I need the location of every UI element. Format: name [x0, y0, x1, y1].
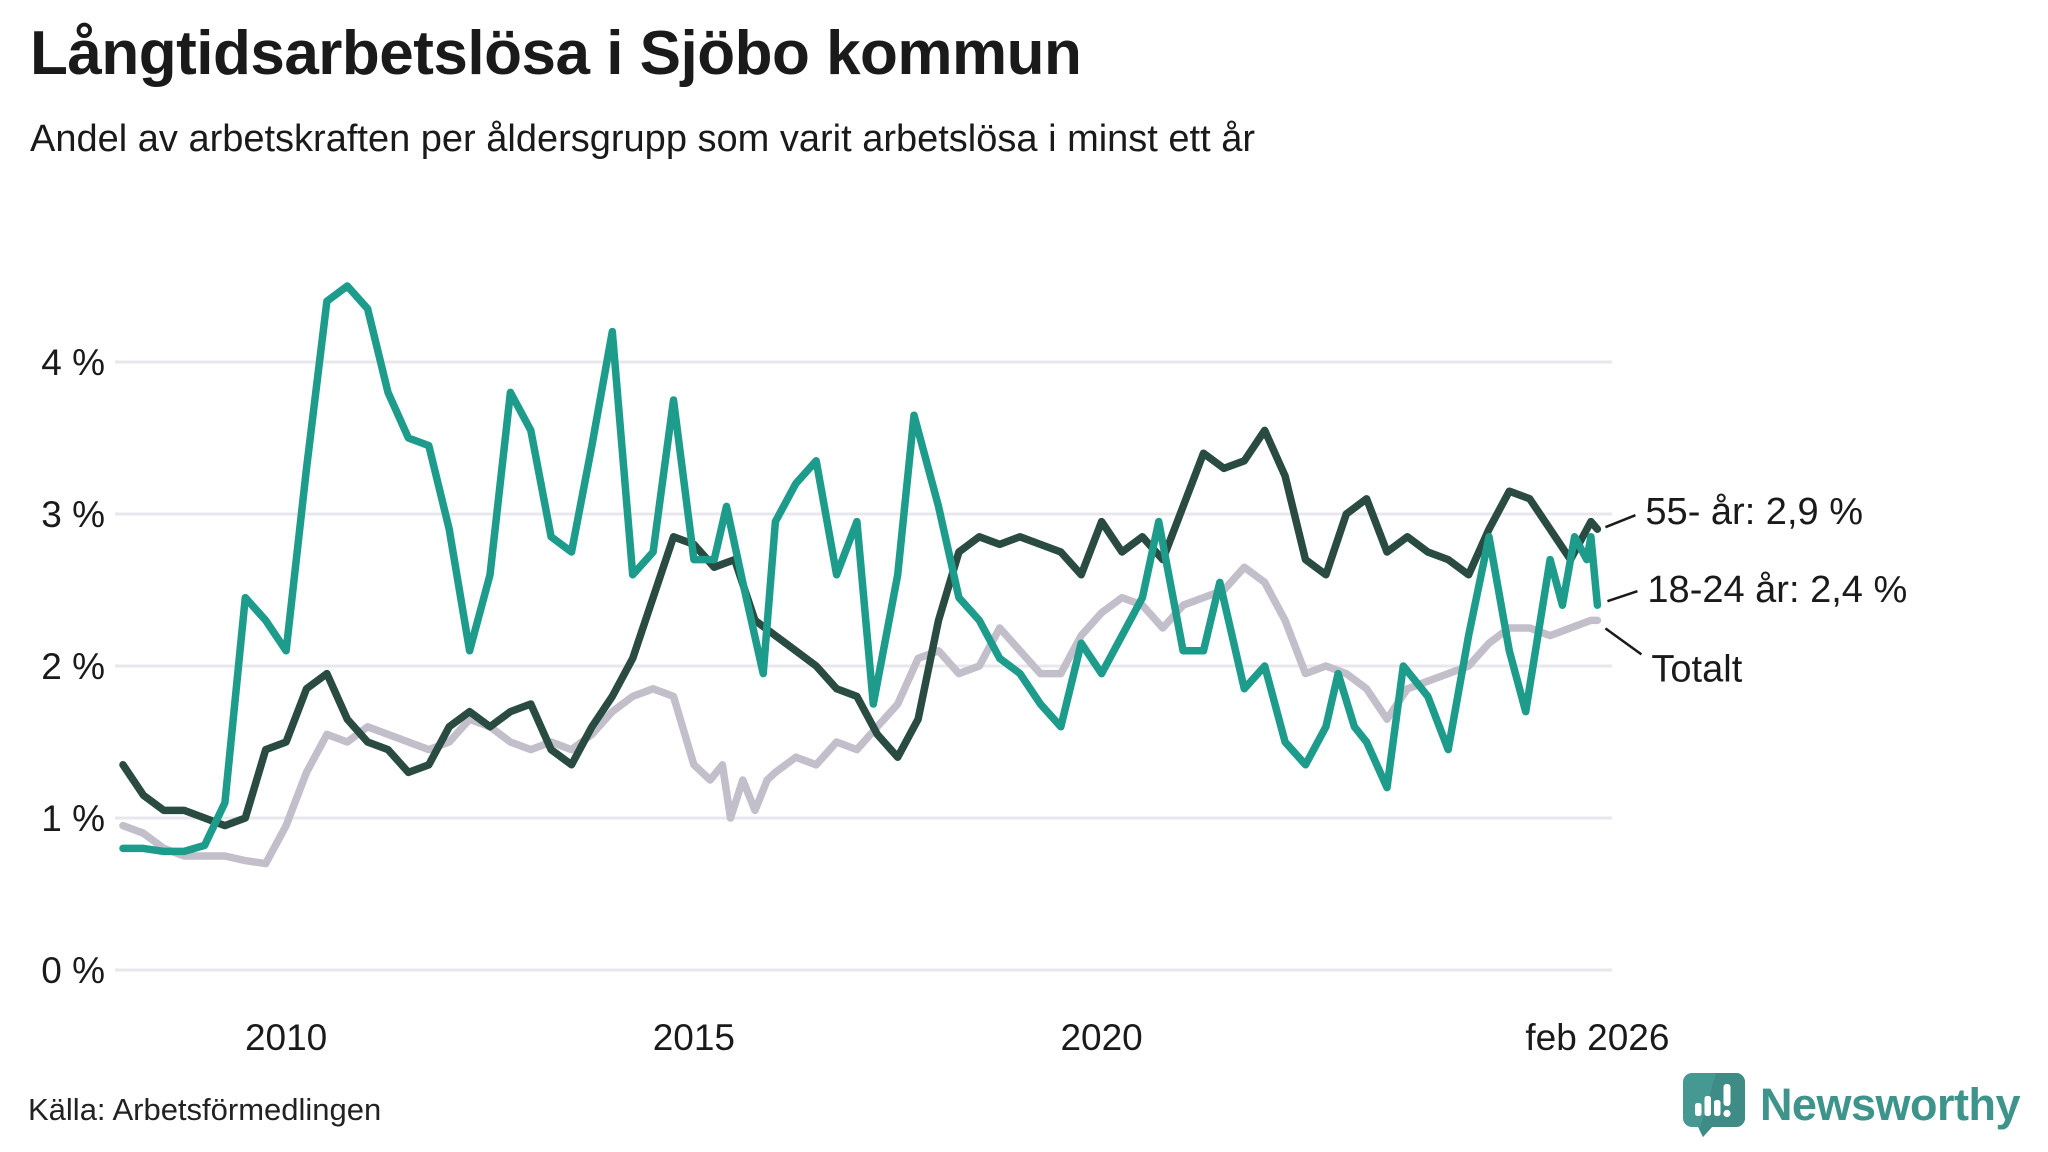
y-tick-label: 3 % [41, 494, 105, 535]
x-tick-label: 2010 [245, 1017, 327, 1058]
series-end-label-totalt: Totalt [1651, 648, 1742, 690]
brand-wordmark: Newsworthy [1759, 1079, 2021, 1130]
x-tick-label: 2020 [1060, 1017, 1142, 1058]
annotation-connector [1604, 514, 1636, 529]
series-end-label-18-24r: 18-24 år: 2,4 % [1647, 569, 1907, 611]
chart-subtitle: Andel av arbetskraften per åldersgrupp s… [30, 118, 1256, 160]
brand-logo: Newsworthy [1682, 1072, 2021, 1138]
y-tick-label: 1 % [41, 798, 105, 839]
newsworthy-icon [1682, 1073, 1745, 1137]
x-tick-label: 2015 [653, 1017, 735, 1058]
annotation-connector [1607, 590, 1638, 603]
series-line-55-r [119, 426, 1602, 830]
series-line-totalt [119, 563, 1602, 868]
y-tick-label: 4 % [41, 342, 105, 383]
annotation-connector [1604, 627, 1643, 656]
x-tick-label: feb 2026 [1525, 1017, 1669, 1058]
y-tick-label: 2 % [41, 646, 105, 687]
series-end-label-55-r: 55- år: 2,9 % [1645, 491, 1863, 533]
page-title: Långtidsarbetslösa i Sjöbo kommun [30, 19, 1082, 88]
series-line-18-24r [119, 282, 1602, 856]
y-tick-label: 0 % [41, 950, 105, 991]
source-note: Källa: Arbetsförmedlingen [28, 1092, 382, 1127]
